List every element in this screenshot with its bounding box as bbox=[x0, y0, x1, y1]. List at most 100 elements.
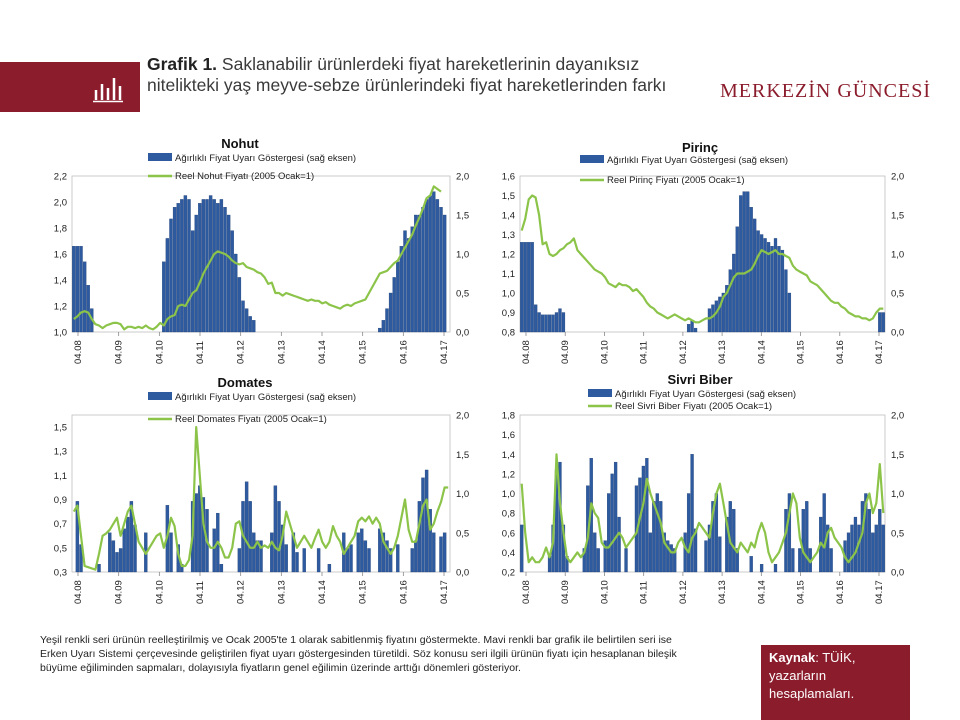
y-right-tick-label: 1,0 bbox=[891, 250, 904, 261]
warning-bar bbox=[129, 501, 134, 573]
warning-bar bbox=[586, 485, 590, 573]
warning-bar bbox=[212, 528, 216, 573]
warning-bar bbox=[617, 516, 621, 573]
warning-bar bbox=[582, 548, 586, 573]
x-tick-label: 04.16 bbox=[398, 580, 409, 604]
warning-bar bbox=[690, 454, 694, 573]
warning-bar bbox=[711, 304, 715, 333]
warning-bar bbox=[259, 540, 263, 573]
warning-bar bbox=[565, 556, 569, 573]
warning-bar bbox=[881, 312, 885, 333]
legend-bar-label: Ağırlıklı Fiyat Uyarı Göstergesi (sağ ek… bbox=[175, 392, 356, 403]
warning-bar bbox=[118, 548, 123, 573]
y-right-tick-label: 1,5 bbox=[456, 211, 469, 222]
y-left-tick-label: 1,5 bbox=[502, 191, 515, 202]
warning-bar bbox=[385, 308, 389, 333]
real-price-line bbox=[520, 453, 885, 564]
warning-bar bbox=[410, 226, 414, 333]
y-left-tick-label: 1,5 bbox=[54, 423, 67, 434]
warning-bar bbox=[707, 308, 712, 333]
warning-bar bbox=[115, 552, 119, 573]
title-text: Saklanabilir ürünlerdeki fiyat hareketle… bbox=[147, 54, 667, 95]
warning-bar bbox=[666, 540, 670, 573]
warning-bar bbox=[544, 314, 548, 333]
warning-bar bbox=[176, 203, 180, 333]
warning-bar bbox=[428, 195, 432, 333]
source-box: Kaynak: TÜİK, yazarların hesaplamaları. bbox=[761, 645, 910, 720]
warning-bar bbox=[610, 473, 614, 573]
y-left-tick-label: 1,0 bbox=[502, 489, 515, 500]
x-tick-label: 04.09 bbox=[560, 580, 571, 604]
y-left-tick-label: 0,4 bbox=[502, 548, 515, 559]
y-left-tick-label: 1,4 bbox=[54, 276, 67, 287]
warning-bar bbox=[144, 532, 148, 573]
x-tick-label: 04.12 bbox=[678, 580, 689, 604]
warning-bar bbox=[367, 548, 371, 573]
warning-bar bbox=[787, 493, 792, 573]
warning-bar bbox=[881, 524, 885, 573]
y-left-tick-label: 1,0 bbox=[502, 289, 515, 300]
x-tick-label: 04.16 bbox=[398, 340, 409, 364]
warning-bar bbox=[732, 509, 736, 573]
warning-bar bbox=[551, 314, 555, 333]
warning-bar bbox=[704, 540, 708, 573]
warning-bar bbox=[439, 536, 443, 573]
plot-area bbox=[519, 175, 886, 333]
warning-bar bbox=[75, 246, 80, 333]
warning-bar bbox=[295, 552, 299, 573]
warning-bar bbox=[223, 207, 227, 333]
warning-bar bbox=[596, 548, 600, 573]
warning-bar bbox=[822, 493, 826, 573]
y-right-tick-label: 0,5 bbox=[456, 289, 469, 300]
y-left-tick-label: 0,5 bbox=[54, 543, 67, 554]
warning-bar bbox=[108, 532, 112, 573]
chart-title: Sivri Biber bbox=[667, 372, 732, 387]
warning-bar bbox=[180, 564, 184, 573]
warning-bar bbox=[424, 199, 429, 333]
warning-bar bbox=[791, 548, 795, 573]
warning-bar bbox=[641, 465, 646, 573]
warning-bar bbox=[190, 230, 195, 333]
warning-bar bbox=[707, 524, 712, 573]
warning-bar bbox=[749, 207, 753, 333]
x-tick-label: 04.11 bbox=[639, 341, 650, 364]
x-tick-label: 04.15 bbox=[796, 340, 807, 364]
y-left-tick-label: 2,2 bbox=[54, 172, 67, 183]
warning-bar bbox=[603, 540, 607, 573]
x-tick-label: 04.10 bbox=[154, 340, 165, 364]
warning-bar bbox=[432, 532, 436, 573]
warning-bar bbox=[753, 218, 757, 333]
warning-bar bbox=[349, 544, 353, 573]
legend-bar-label: Ağırlıklı Fiyat Uyarı Göstergesi (sağ ek… bbox=[175, 153, 356, 164]
warning-bar bbox=[749, 556, 753, 573]
warning-bar bbox=[871, 532, 875, 573]
bar-chart-icon bbox=[93, 78, 123, 103]
legend-bar-swatch bbox=[148, 153, 172, 161]
y-left-tick-label: 1,2 bbox=[54, 302, 67, 313]
warning-bar bbox=[162, 261, 166, 333]
warning-bar bbox=[777, 246, 781, 333]
warning-bar bbox=[662, 532, 666, 573]
x-tick-label: 04.15 bbox=[358, 340, 369, 364]
warning-bar bbox=[735, 226, 739, 333]
x-tick-label: 04.08 bbox=[73, 580, 84, 604]
x-tick-label: 04.14 bbox=[756, 340, 767, 364]
x-tick-label: 04.12 bbox=[236, 580, 247, 604]
warning-bar bbox=[122, 528, 126, 573]
x-tick-label: 04.12 bbox=[678, 340, 689, 364]
y-right-tick-label: 1,0 bbox=[891, 489, 904, 500]
y-left-tick-label: 0,3 bbox=[54, 568, 67, 579]
warning-bar bbox=[252, 320, 256, 333]
warning-bar bbox=[435, 199, 440, 333]
legend-bar-swatch bbox=[148, 392, 172, 400]
warning-bar bbox=[388, 292, 393, 333]
x-tick-label: 04.11 bbox=[195, 581, 206, 604]
warning-bar bbox=[187, 199, 191, 333]
warning-bar bbox=[79, 544, 83, 573]
warning-bar bbox=[857, 524, 861, 573]
warning-bar bbox=[784, 509, 788, 573]
warning-bar bbox=[520, 242, 524, 333]
x-tick-label: 04.17 bbox=[874, 340, 885, 364]
y-left-tick-label: 2,0 bbox=[54, 198, 67, 209]
warning-bar bbox=[172, 207, 177, 333]
